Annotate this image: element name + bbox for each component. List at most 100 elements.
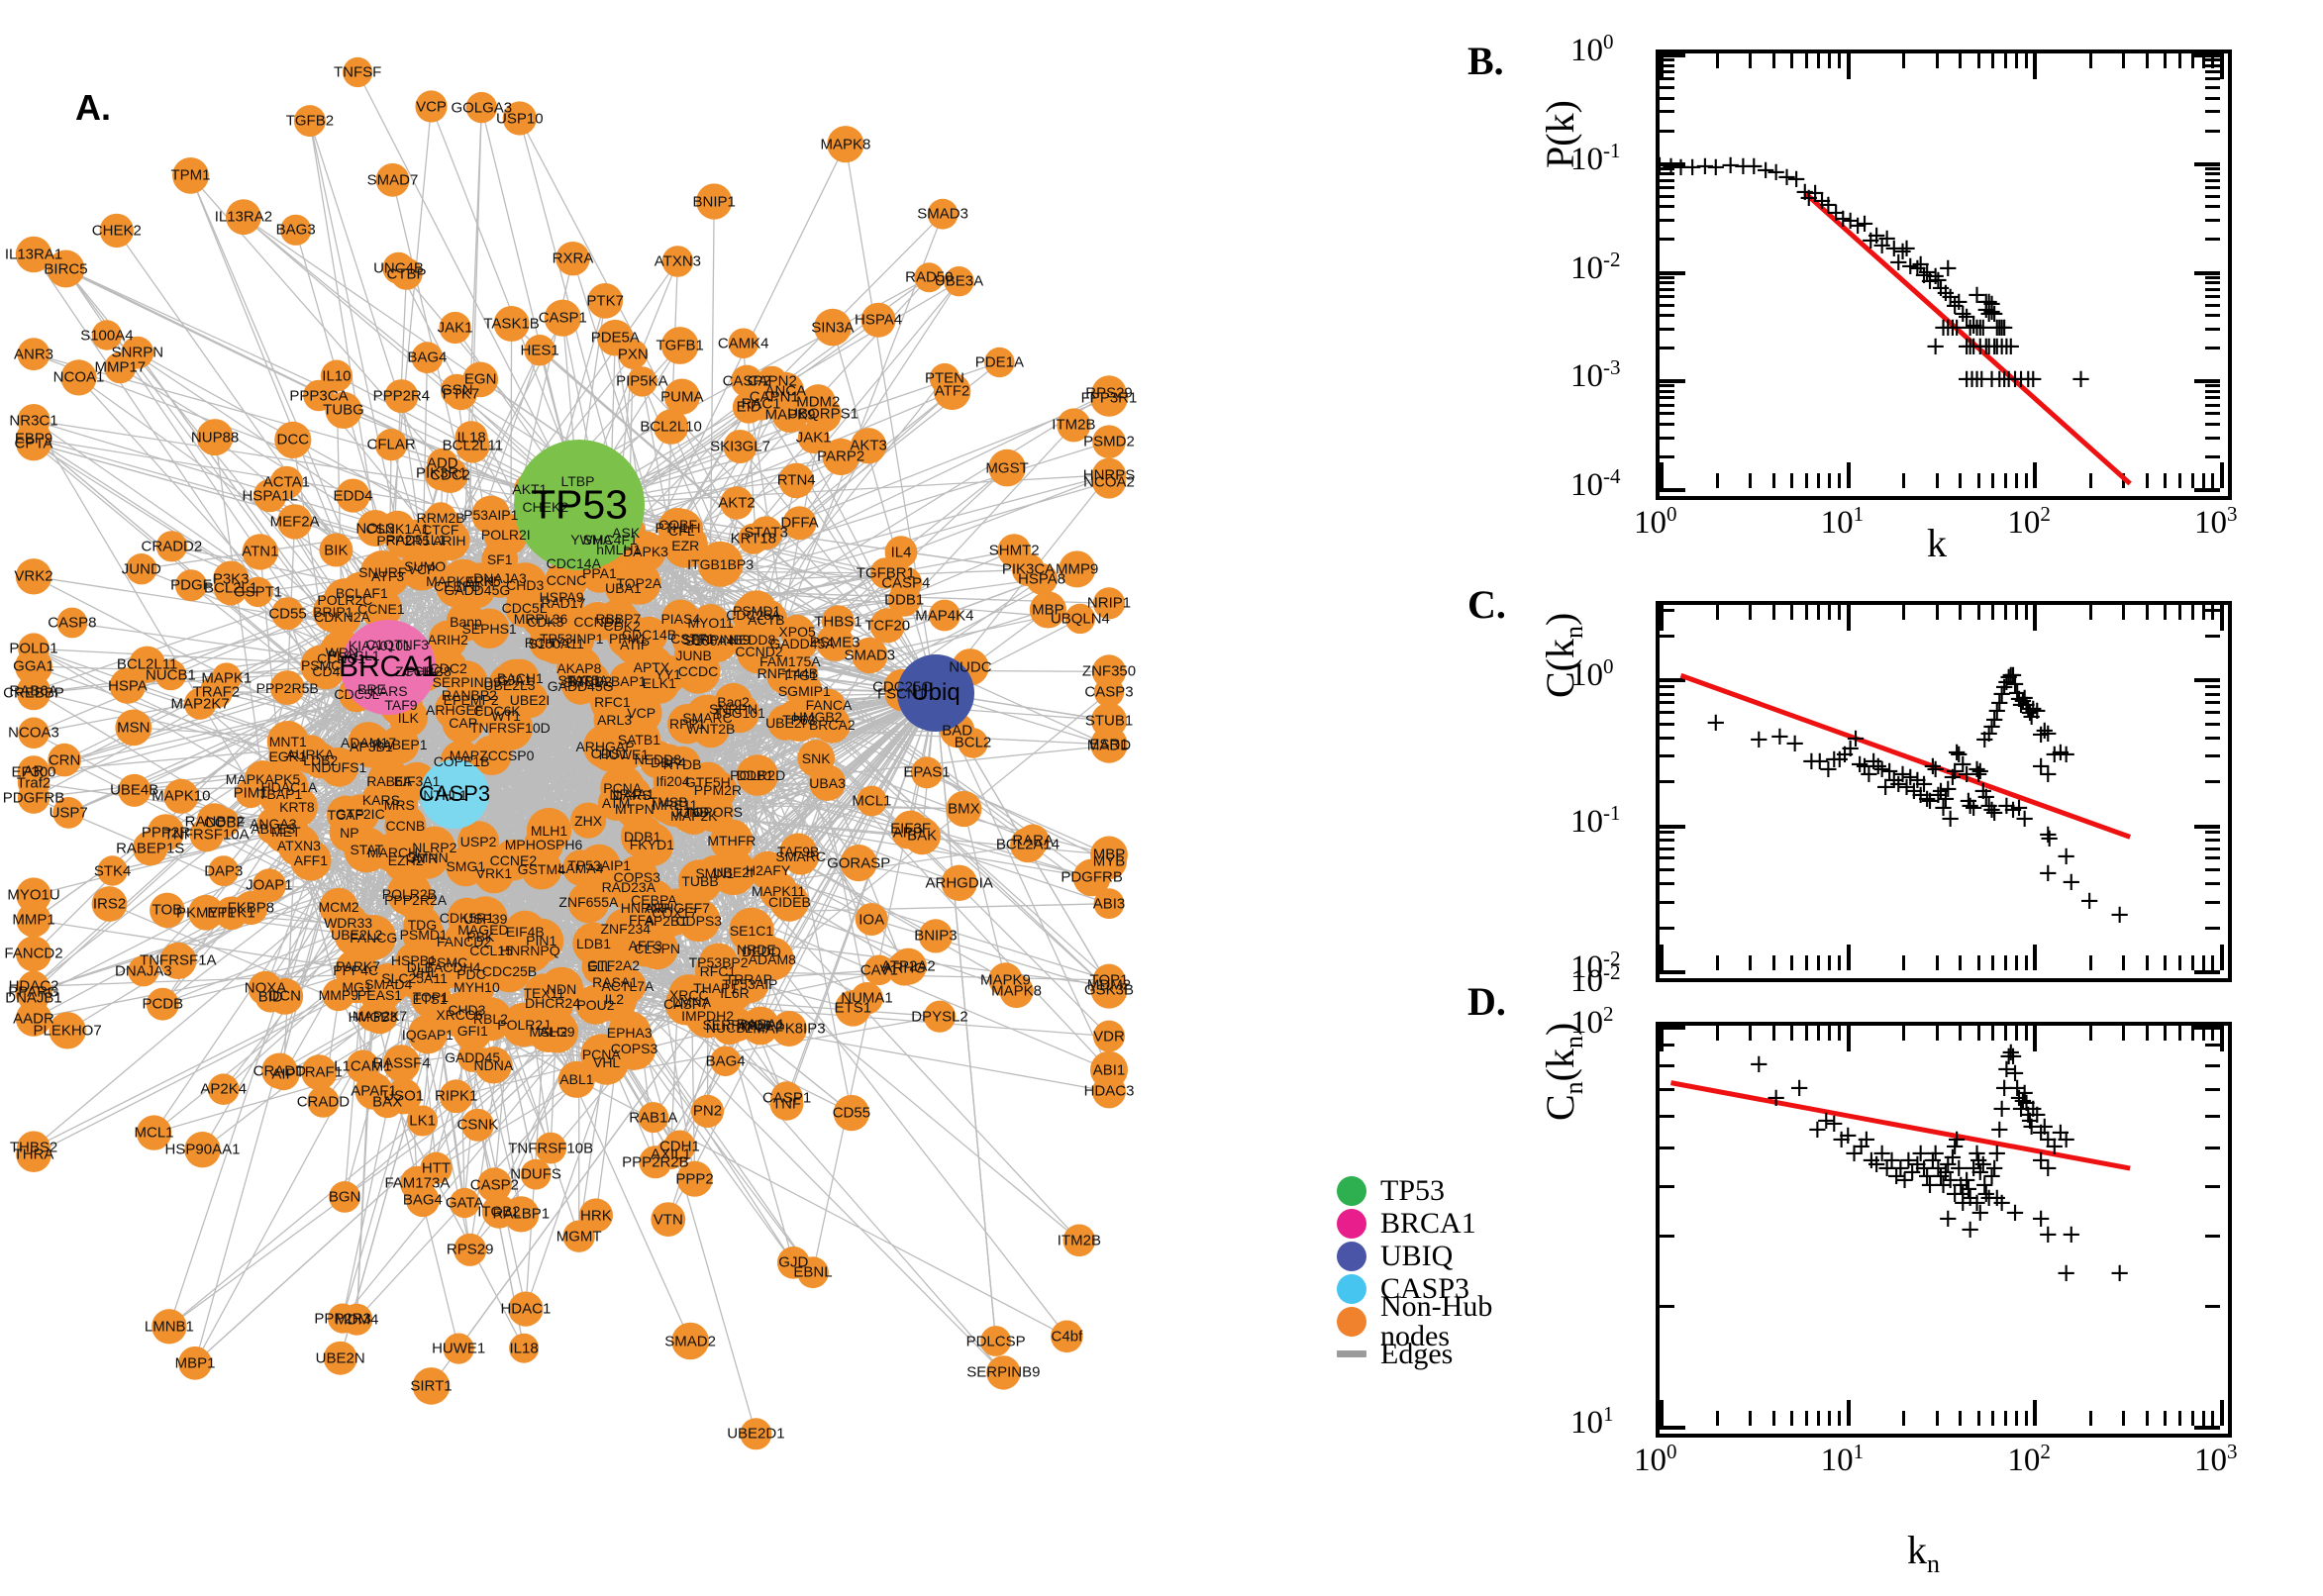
network-node[interactable] [460, 562, 499, 600]
network-node[interactable] [128, 955, 159, 987]
network-node[interactable] [929, 599, 960, 632]
network-node[interactable] [520, 1158, 552, 1190]
network-node[interactable] [1093, 676, 1125, 708]
network-node[interactable] [402, 913, 445, 956]
network-node[interactable] [320, 359, 353, 392]
network-node[interactable] [343, 56, 373, 88]
network-node[interactable] [196, 419, 234, 456]
network-node[interactable] [570, 802, 607, 839]
network-node[interactable] [415, 90, 448, 123]
network-node[interactable] [266, 977, 304, 1015]
network-node[interactable] [18, 717, 50, 749]
network-node[interactable] [717, 975, 753, 1012]
network-node[interactable] [91, 320, 123, 350]
hub-node-tp53[interactable] [514, 440, 645, 570]
network-node[interactable] [439, 1079, 473, 1114]
network-node[interactable] [390, 257, 423, 290]
network-node[interactable] [833, 1094, 870, 1132]
network-node[interactable] [189, 818, 224, 852]
network-node[interactable] [1093, 1020, 1125, 1052]
network-node[interactable] [750, 937, 794, 981]
network-node[interactable] [48, 743, 81, 777]
network-node[interactable] [447, 897, 487, 938]
network-node[interactable] [16, 936, 51, 972]
network-node[interactable] [308, 653, 345, 690]
network-node[interactable] [481, 1194, 517, 1229]
network-node[interactable] [505, 588, 545, 628]
network-node[interactable] [60, 359, 97, 396]
network-node[interactable] [1091, 844, 1127, 880]
network-node[interactable] [562, 1220, 595, 1252]
network-node[interactable] [271, 597, 304, 631]
network-node[interactable] [710, 1046, 741, 1077]
network-node[interactable] [17, 755, 50, 788]
network-node[interactable] [211, 662, 242, 693]
network-node[interactable] [797, 1256, 829, 1289]
network-node[interactable] [1092, 1074, 1126, 1109]
network-node[interactable] [697, 541, 744, 587]
network-node[interactable] [852, 637, 888, 674]
network-node[interactable] [600, 765, 646, 811]
network-node[interactable] [163, 778, 199, 814]
network-node[interactable] [136, 1115, 172, 1150]
network-node[interactable] [97, 855, 128, 886]
network-node[interactable] [863, 954, 895, 986]
network-node[interactable] [374, 429, 408, 461]
network-node[interactable] [1057, 408, 1091, 443]
network-node[interactable] [17, 338, 50, 371]
network-node[interactable] [1051, 1320, 1083, 1353]
network-node[interactable] [487, 705, 534, 750]
network-node[interactable] [927, 198, 959, 230]
network-node[interactable] [339, 948, 377, 986]
network-node[interactable] [118, 773, 152, 807]
network-node[interactable] [869, 608, 905, 644]
network-node[interactable] [18, 983, 50, 1014]
network-node[interactable] [723, 430, 758, 463]
network-node[interactable] [175, 569, 207, 602]
network-node[interactable] [276, 504, 313, 540]
network-node[interactable] [307, 1085, 340, 1118]
network-node[interactable] [188, 894, 224, 931]
network-node[interactable] [671, 1322, 709, 1360]
network-node[interactable] [454, 1233, 487, 1266]
network-node[interactable] [379, 510, 416, 547]
network-node[interactable] [886, 950, 922, 986]
network-node[interactable] [693, 617, 739, 663]
network-node[interactable] [213, 560, 250, 597]
network-node[interactable] [325, 391, 362, 429]
network-node[interactable] [327, 795, 365, 834]
network-node[interactable] [562, 849, 599, 886]
network-node[interactable] [455, 429, 490, 463]
network-node[interactable] [986, 1355, 1021, 1390]
network-node[interactable] [458, 968, 495, 1006]
network-node[interactable] [17, 676, 50, 711]
network-node[interactable] [1064, 603, 1096, 635]
network-node[interactable] [1026, 563, 1058, 595]
network-node[interactable] [439, 311, 471, 345]
network-node[interactable] [782, 506, 817, 541]
network-node[interactable] [322, 978, 355, 1012]
network-node[interactable] [334, 911, 380, 957]
network-node[interactable] [301, 1054, 338, 1091]
network-node[interactable] [52, 797, 85, 829]
network-node[interactable] [1029, 591, 1066, 629]
network-node[interactable] [146, 987, 179, 1021]
network-node[interactable] [988, 962, 1023, 997]
network-node[interactable] [661, 246, 694, 277]
network-node[interactable] [526, 808, 572, 853]
network-node[interactable] [770, 1011, 807, 1047]
network-node[interactable] [468, 608, 510, 649]
network-node[interactable] [855, 903, 888, 936]
network-node[interactable] [184, 1132, 221, 1168]
network-node[interactable] [527, 1011, 569, 1052]
network-node[interactable] [501, 658, 540, 697]
network-node[interactable] [857, 785, 887, 817]
network-node[interactable] [465, 91, 497, 124]
network-node[interactable] [929, 362, 960, 394]
network-node[interactable] [731, 364, 763, 397]
network-node[interactable] [252, 868, 286, 903]
network-node[interactable] [710, 849, 757, 895]
network-node[interactable] [639, 662, 680, 704]
network-node[interactable] [502, 101, 537, 136]
network-node[interactable] [539, 966, 584, 1012]
